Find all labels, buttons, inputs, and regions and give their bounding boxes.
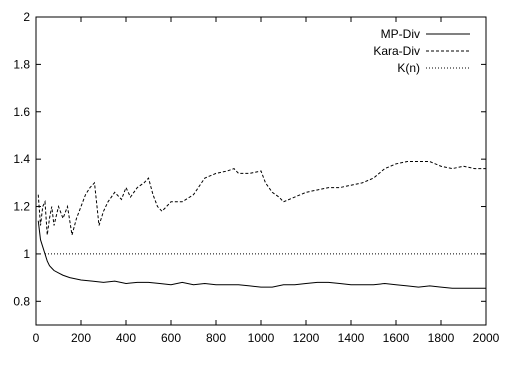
- series-line-mp-div: [37, 220, 486, 289]
- y-tick-label: 1.4: [13, 152, 30, 166]
- x-tick-label: 2000: [473, 331, 500, 345]
- y-tick-label: 2: [23, 10, 30, 24]
- legend-label-mp-div: MP-Div: [381, 27, 420, 41]
- y-tick-label: 1: [23, 247, 30, 261]
- y-tick-label: 1.2: [13, 200, 30, 214]
- axis-tick-labels: 0 200 400 600 800 1000 1200 1400 1600 1800 2000 0.8…: [13, 10, 499, 345]
- y-tick-label: 0.8: [13, 294, 30, 308]
- y-tick-label: 1.6: [13, 105, 30, 119]
- x-tick-label: 400: [116, 331, 136, 345]
- y-tick-label: 1.8: [13, 57, 30, 71]
- x-tick-label: 1800: [428, 331, 455, 345]
- x-tick-label: 800: [206, 331, 226, 345]
- x-tick-label: 1600: [383, 331, 410, 345]
- legend-label-k-n: K(n): [397, 61, 420, 75]
- x-tick-label: 1400: [338, 331, 365, 345]
- series-line-kara-div: [37, 161, 486, 236]
- x-tick-label: 600: [161, 331, 181, 345]
- series-group: [37, 161, 486, 289]
- x-tick-label: 200: [71, 331, 91, 345]
- x-tick-label: 1200: [293, 331, 320, 345]
- legend: MP-Div Kara-Div K(n): [373, 27, 470, 75]
- legend-label-kara-div: Kara-Div: [373, 44, 420, 58]
- axis-ticks: [35, 16, 487, 325]
- x-tick-label: 1000: [248, 331, 275, 345]
- x-tick-label: 0: [33, 331, 40, 345]
